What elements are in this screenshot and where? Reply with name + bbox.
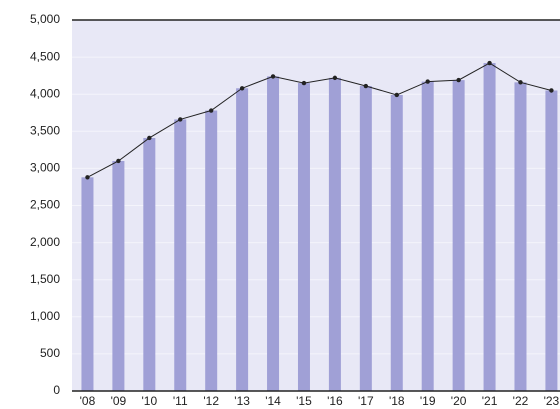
y-tick-label: 2,000 (30, 235, 60, 249)
x-tick-label: '18 (389, 394, 405, 408)
x-tick-label: '10 (142, 394, 158, 408)
y-tick-label: 1,000 (30, 309, 60, 323)
x-tick-label: '16 (327, 394, 343, 408)
x-tick-label: '19 (420, 394, 436, 408)
point (363, 83, 369, 89)
y-tick-label: 4,500 (30, 49, 60, 63)
point (456, 77, 461, 83)
x-tick-label: '22 (513, 394, 529, 408)
point (332, 75, 338, 81)
bar (514, 82, 527, 391)
bar (297, 83, 310, 391)
point (270, 74, 276, 79)
x-tick-label: '12 (203, 394, 219, 408)
bar (267, 76, 280, 391)
bar (452, 80, 465, 392)
bar (143, 137, 156, 391)
bar (390, 94, 403, 391)
y-tick-label: 500 (40, 346, 60, 360)
bar (112, 160, 125, 391)
x-tick-label: '20 (451, 394, 467, 408)
bar (483, 63, 496, 391)
point (116, 158, 121, 164)
x-tick-label: '09 (111, 394, 127, 408)
y-tick-label: 4,000 (30, 86, 60, 100)
point (178, 117, 183, 122)
bar (359, 86, 372, 392)
x-tick-label: '15 (296, 394, 312, 408)
y-tick-label: 2,500 (30, 198, 60, 212)
x-tick-label: '21 (482, 394, 498, 408)
x-tick-label: '13 (234, 394, 250, 408)
x-tick-label: '17 (358, 394, 374, 408)
point (147, 135, 152, 141)
x-tick-label: '11 (173, 394, 188, 408)
point (549, 88, 554, 93)
bar (174, 119, 187, 391)
point (239, 86, 245, 91)
bar (205, 110, 218, 392)
point (85, 175, 90, 180)
y-tick-label: 1,500 (30, 272, 60, 286)
point (425, 79, 430, 84)
x-tick-label: '23 (544, 394, 560, 408)
line (87, 62, 552, 178)
bar (545, 90, 558, 392)
y-tick-label: 0 (53, 383, 60, 397)
y-tick-label: 5,000 (30, 12, 60, 26)
point (487, 60, 492, 66)
y-tick-label: 3,500 (30, 123, 60, 137)
y-tick-label: 3,000 (30, 161, 60, 175)
point (394, 92, 399, 98)
x-tick-label: '14 (265, 394, 281, 408)
bar (81, 177, 94, 391)
bar (236, 88, 249, 391)
point (301, 80, 307, 86)
bar (421, 81, 434, 391)
x-tick-label: '08 (80, 394, 96, 408)
point (518, 80, 523, 85)
point (208, 108, 214, 113)
bar (328, 77, 341, 391)
